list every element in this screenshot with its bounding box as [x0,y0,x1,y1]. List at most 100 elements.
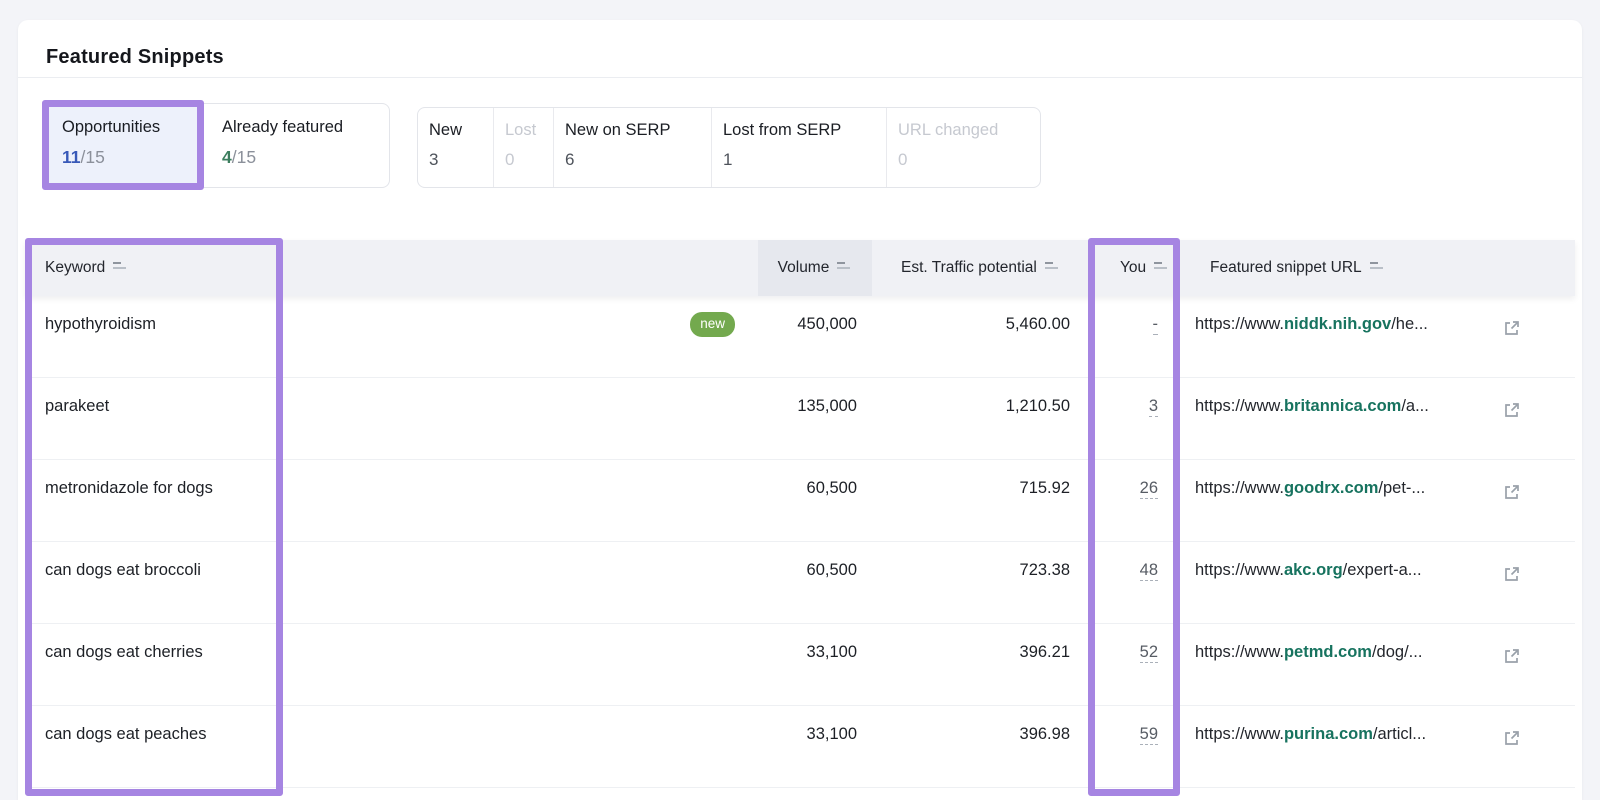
filter-lost[interactable]: Lost 0 [494,108,554,187]
tab-already-featured-label: Already featured [222,118,344,136]
traffic-potential-cell: 715.92 [1019,479,1070,497]
title-divider [18,77,1582,78]
filter-url-changed[interactable]: URL changed 0 [887,108,1040,187]
filter-lost-from-serp[interactable]: Lost from SERP 1 [712,108,887,187]
table-body: hypothyroidism new 450,000 5,460.00 - ht… [25,296,1575,788]
tab-already-featured-total: /15 [231,147,257,167]
column-header-traffic-potential-label: Est. Traffic potential [901,259,1037,276]
page-title: Featured Snippets [46,46,224,68]
you-position-value[interactable]: 59 [1139,725,1158,745]
badge-cell: new [625,311,735,337]
table-header: Keyword Volume Est. Traffic potential Yo… [25,240,1575,296]
column-header-you-label: You [1120,259,1147,276]
column-header-featured-snippet-url[interactable]: Featured snippet URL [1210,240,1385,296]
you-position-value[interactable]: 3 [1148,397,1158,417]
filter-url-changed-label: URL changed [898,121,999,139]
snippet-url-cell: https://www.akc.org/expert-a... [1195,558,1422,582]
you-position-cell: 48 [1098,558,1158,582]
table-row: can dogs eat cherries 33,100 396.21 52 h… [25,624,1575,706]
snippet-url-cell: https://www.petmd.com/dog/... [1195,640,1422,664]
column-header-featured-snippet-url-label: Featured snippet URL [1210,259,1362,276]
sort-icon [113,259,128,277]
you-position-value[interactable]: 52 [1139,643,1158,663]
traffic-potential-cell: 396.98 [1019,725,1070,743]
you-position-cell: 26 [1098,476,1158,500]
table-row: can dogs eat broccoli 60,500 723.38 48 h… [25,542,1575,624]
traffic-potential-cell: 396.21 [1019,643,1070,661]
filter-new[interactable]: New 3 [418,108,494,187]
traffic-potential-cell: 723.38 [1019,561,1070,579]
snippet-url-cell: https://www.purina.com/articl... [1195,722,1426,746]
url-path: /he... [1391,315,1428,333]
you-position-cell: 52 [1098,640,1158,664]
snippet-url-link[interactable]: https://www.goodrx.com/pet-... [1195,479,1425,497]
tab-opportunities-label: Opportunities [62,118,161,136]
url-scheme: https://www. [1195,643,1284,661]
keyword-cell: parakeet [45,397,110,415]
tab-opportunities-counts: 11/15 [62,147,197,168]
snippet-url-link[interactable]: https://www.britannica.com/a... [1195,397,1429,415]
url-path: /expert-a... [1342,561,1422,579]
url-scheme: https://www. [1195,315,1284,333]
external-link-icon[interactable] [1502,319,1521,345]
table-row: metronidazole for dogs 60,500 715.92 26 … [25,460,1575,542]
tab-already-featured-count: 4 [222,147,232,167]
snippet-url-cell: https://www.niddk.nih.gov/he... [1195,312,1428,336]
volume-cell: 33,100 [806,643,857,661]
tab-opportunities-total: /15 [80,147,105,167]
you-position-value[interactable]: 48 [1139,561,1158,581]
tab-opportunities-count: 11 [62,147,81,167]
you-position-value[interactable]: - [1152,315,1158,335]
filter-lost-count: 0 [505,150,515,169]
sort-icon [1369,259,1385,277]
external-link-icon[interactable] [1502,483,1521,509]
snippet-url-link[interactable]: https://www.niddk.nih.gov/he... [1195,315,1428,333]
column-header-volume[interactable]: Volume [758,240,872,296]
keyword-cell: can dogs eat peaches [45,725,207,743]
sort-icon [837,259,852,277]
volume-cell: 60,500 [806,561,857,579]
snippet-url-link[interactable]: https://www.purina.com/articl... [1195,725,1426,743]
volume-cell: 60,500 [806,479,857,497]
tab-opportunities[interactable]: Opportunities 11/15 [49,107,197,183]
url-domain: purina.com [1283,725,1373,743]
url-scheme: https://www. [1195,725,1284,743]
sort-icon [1154,259,1169,277]
filter-lost-label: Lost [505,121,537,139]
external-link-icon[interactable] [1502,647,1521,673]
status-filter-group: New 3 Lost 0 New on SERP 6 Lost from SER… [417,107,1041,188]
external-link-icon[interactable] [1502,565,1521,591]
table-row: can dogs eat peaches 33,100 396.98 59 ht… [25,706,1575,788]
filter-lost-from-serp-label: Lost from SERP [723,121,842,139]
column-header-keyword-label: Keyword [45,259,106,276]
url-path: /articl... [1372,725,1427,743]
url-domain: niddk.nih.gov [1283,315,1392,333]
column-header-volume-label: Volume [777,259,830,276]
filter-new-on-serp-label: New on SERP [565,121,671,139]
filter-new-label: New [429,121,463,139]
sort-icon [1044,259,1060,277]
column-header-traffic-potential[interactable]: Est. Traffic potential [901,240,1060,296]
volume-cell: 135,000 [797,397,857,415]
filter-lost-from-serp-count: 1 [723,150,733,169]
column-header-you[interactable]: You [1120,240,1169,296]
keyword-cell: can dogs eat broccoli [45,561,201,579]
volume-cell: 450,000 [797,315,857,333]
url-domain: petmd.com [1283,643,1372,661]
filter-new-on-serp-count: 6 [565,150,575,169]
column-header-keyword[interactable]: Keyword [45,240,128,296]
url-domain: goodrx.com [1283,479,1379,497]
filter-new-on-serp[interactable]: New on SERP 6 [554,108,712,187]
new-badge: new [690,312,735,337]
snippet-url-link[interactable]: https://www.petmd.com/dog/... [1195,643,1422,661]
external-link-icon[interactable] [1502,729,1521,755]
snippet-url-link[interactable]: https://www.akc.org/expert-a... [1195,561,1422,579]
keyword-cell: hypothyroidism [45,315,156,333]
external-link-icon[interactable] [1502,401,1521,427]
traffic-potential-cell: 1,210.50 [1005,397,1070,415]
url-scheme: https://www. [1195,561,1284,579]
tab-already-featured[interactable]: Already featured 4/15 [204,103,390,188]
you-position-cell: 3 [1098,394,1158,418]
url-domain: britannica.com [1283,397,1402,415]
you-position-value[interactable]: 26 [1139,479,1158,499]
